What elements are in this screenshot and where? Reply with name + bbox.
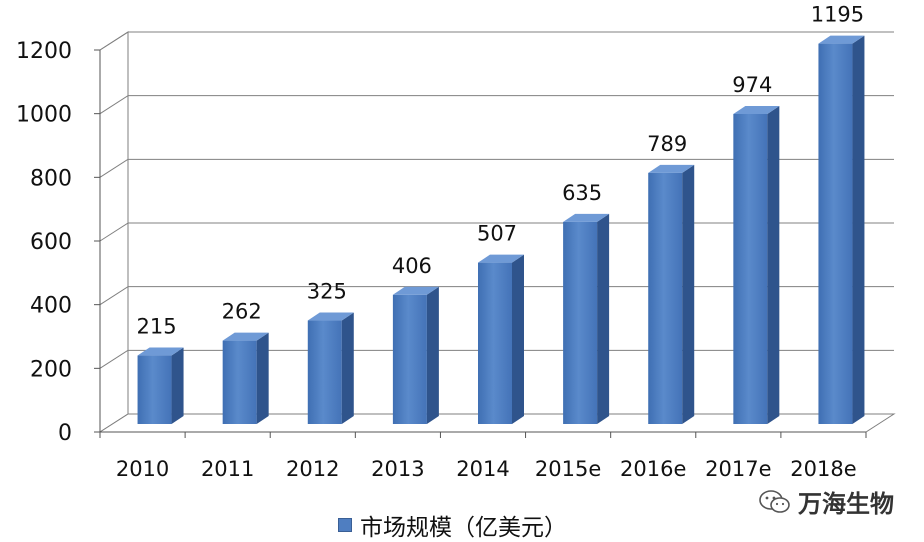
- bar-top: [733, 105, 780, 114]
- x-tick-label: 2013: [371, 457, 424, 481]
- data-label: 789: [647, 132, 687, 156]
- bar: [733, 105, 780, 425]
- legend: 市场规模（亿美元）: [338, 508, 567, 542]
- gridline-side: [99, 222, 129, 242]
- x-tick-label: 2011: [201, 457, 254, 481]
- watermark: 万海生物: [758, 484, 894, 519]
- watermark-text: 万海生物: [798, 490, 894, 518]
- bar-side: [597, 213, 610, 424]
- x-tick-label: 2016e: [620, 457, 686, 481]
- x-tick-label: 2012: [286, 457, 339, 481]
- bar: [222, 332, 269, 424]
- bar-side: [682, 164, 695, 424]
- bars: [137, 35, 865, 425]
- y-axis: 0 200 400 600 800 1000 1200: [16, 39, 101, 446]
- gridline-side: [99, 158, 129, 178]
- data-label: 215: [137, 315, 177, 339]
- bar-side: [426, 286, 439, 424]
- bar: [307, 312, 354, 424]
- y-tick-label: 600: [30, 230, 72, 255]
- gridline-side: [99, 95, 129, 115]
- bar: [818, 35, 865, 424]
- gridline-side: [99, 286, 129, 306]
- data-labels: 215 262 325 406 507 635 789 974 1195: [137, 3, 865, 339]
- x-tick-label: 2018e: [790, 457, 856, 481]
- gridline-side: [99, 349, 129, 369]
- gridline-side: [99, 31, 129, 51]
- bar: [478, 254, 524, 424]
- y-tick-label: 200: [30, 357, 72, 382]
- bar-front: [222, 340, 257, 424]
- bar-top: [307, 312, 354, 321]
- bar-front: [392, 294, 427, 424]
- x-tick-label: 2015e: [535, 457, 601, 481]
- bar-top: [818, 35, 865, 44]
- bar-side: [852, 35, 865, 424]
- data-label: 406: [392, 254, 432, 278]
- bar-front: [818, 43, 853, 424]
- bar: [648, 164, 695, 424]
- bar-top: [563, 213, 610, 222]
- data-label: 507: [477, 222, 517, 246]
- y-tick-label: 0: [58, 421, 72, 446]
- legend-swatch: [338, 518, 352, 532]
- x-axis: 2010 2011 2012 2013 2014 2015e 2016e 2017e 2018e: [99, 431, 867, 481]
- bar-top: [392, 286, 439, 295]
- bar: [392, 286, 439, 424]
- bar-front: [563, 221, 598, 424]
- bar: [137, 347, 184, 424]
- y-tick-label: 800: [30, 166, 72, 191]
- bar-top: [478, 254, 524, 263]
- y-tick-label: 400: [30, 294, 72, 319]
- legend-label: 市场规模（亿美元）: [360, 515, 567, 541]
- bar: [563, 213, 610, 424]
- bar-side: [767, 105, 780, 425]
- wechat-icon: [759, 489, 790, 513]
- x-tick-label: 2014: [456, 457, 509, 481]
- bar-front: [307, 320, 342, 424]
- data-label: 325: [307, 280, 347, 304]
- bar-top: [222, 332, 269, 341]
- bar-front: [137, 355, 172, 424]
- bar-front: [733, 113, 768, 425]
- bar-front: [648, 172, 683, 424]
- bar-side: [341, 312, 354, 424]
- bar-top: [648, 164, 695, 173]
- bar-side: [512, 254, 524, 424]
- bar-side: [171, 347, 184, 424]
- data-label: 262: [222, 300, 262, 324]
- data-label: 1195: [811, 3, 864, 27]
- bar-side: [256, 332, 269, 424]
- bar-top: [137, 347, 184, 356]
- data-label: 974: [732, 73, 772, 97]
- y-tick-label: 1000: [16, 103, 72, 128]
- data-label: 635: [562, 181, 602, 205]
- y-tick-label: 1200: [16, 39, 72, 64]
- x-tick-label: 2017e: [705, 457, 771, 481]
- x-tick-label: 2010: [116, 457, 169, 481]
- bar-front: [478, 262, 512, 424]
